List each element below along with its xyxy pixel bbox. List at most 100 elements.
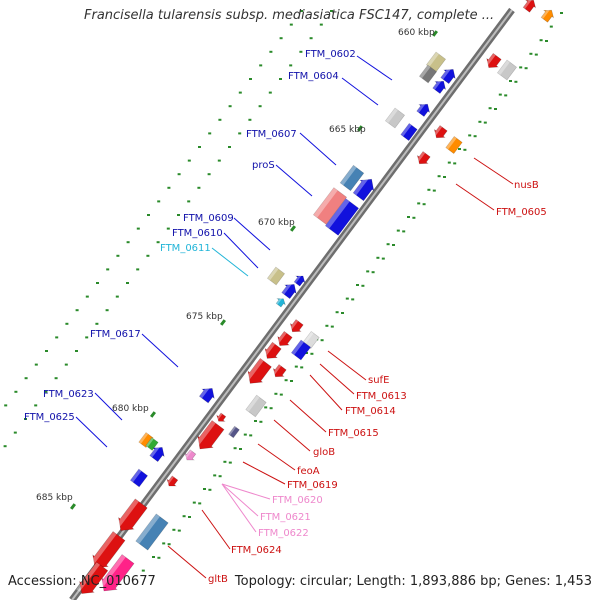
gene-block: [198, 385, 215, 404]
gene-label-gltb[interactable]: gltB: [208, 574, 228, 585]
tick-dot: [514, 80, 518, 83]
gene-block-shape: [277, 330, 293, 346]
label-leader-line: [473, 157, 514, 185]
tick-dot: [309, 37, 313, 40]
gene-block-shape: [197, 420, 225, 450]
gene-block-shine: [440, 66, 452, 80]
tick-dot: [386, 243, 390, 246]
gene-label-ftm-0607[interactable]: FTM_0607: [246, 129, 297, 140]
gene-label-sufe[interactable]: sufE: [368, 375, 389, 386]
gene-block-shape: [216, 412, 227, 422]
tick-dot: [187, 200, 191, 203]
gene-block-shine: [145, 437, 154, 448]
gene-label-pros[interactable]: proS: [252, 160, 275, 171]
gene-block-shape: [312, 187, 348, 225]
tick-dot: [310, 352, 314, 355]
gene-label-feoa[interactable]: feoA: [297, 466, 320, 477]
gene-label-ftm-0609[interactable]: FTM_0609: [183, 213, 234, 224]
gene-block: [288, 319, 304, 333]
gene-label-ftm-0622[interactable]: FTM_0622: [258, 528, 309, 539]
tick-dot: [371, 271, 375, 274]
tick-dot: [208, 488, 212, 491]
tick-dot: [34, 404, 38, 407]
gene-block-shine: [294, 273, 302, 284]
gene-label-glob[interactable]: gloB: [313, 447, 335, 458]
tick-dot: [376, 256, 380, 259]
gene-label-ftm-0602[interactable]: FTM_0602: [305, 49, 356, 60]
tick-dot: [545, 40, 548, 42]
tick-dot: [177, 214, 180, 216]
gene-block: [432, 78, 447, 94]
tick-dot: [54, 377, 58, 380]
label-leader-line: [221, 483, 259, 517]
gene-label-ftm-0624[interactable]: FTM_0624: [231, 545, 282, 556]
tick-dot: [504, 94, 508, 97]
gene-label-ftm-0605[interactable]: FTM_0605: [496, 207, 547, 218]
tick-dot: [407, 216, 410, 218]
backbone-highlight: [71, 9, 513, 600]
tick-dot: [157, 200, 161, 203]
kbp-labels-layer: 660 kbp 665 kbp 670 kbp 675 kbp 680 kbp …: [36, 28, 435, 503]
gene-block-shape: [324, 198, 360, 236]
gene-label-ftm-0623[interactable]: FTM_0623: [43, 389, 94, 400]
label-leader-line: [94, 392, 123, 421]
tick-dot: [197, 186, 201, 189]
gene-label-ftm-0625[interactable]: FTM_0625: [24, 412, 75, 423]
tick-dot: [305, 352, 308, 354]
tick-dot: [483, 121, 487, 124]
gene-block-shine: [432, 125, 443, 137]
tick-dot: [136, 227, 140, 230]
gene-block-shine: [216, 413, 223, 421]
gene-block: [166, 475, 179, 487]
gene-block: [149, 444, 165, 463]
tick-dot: [473, 135, 477, 138]
tick-dot: [192, 501, 196, 504]
tick-dot: [509, 80, 512, 82]
gene-label-ftm-0615[interactable]: FTM_0615: [328, 428, 379, 439]
gene-label-ftm-0610[interactable]: FTM_0610: [172, 228, 223, 239]
tick-dot: [412, 216, 416, 219]
tick-dot: [478, 120, 482, 123]
tick-dot: [217, 159, 221, 162]
kbp-tick: [357, 125, 364, 132]
gene-block-shape: [352, 178, 375, 202]
tick-dot: [55, 336, 59, 339]
tick-dot: [115, 295, 119, 298]
tick-dot: [187, 159, 191, 162]
tick-dot: [345, 297, 349, 300]
tick-dot: [432, 189, 436, 192]
gene-block-shape: [289, 319, 304, 333]
gene-label-ftm-0620[interactable]: FTM_0620: [272, 495, 323, 506]
kbp-tick: [219, 319, 227, 326]
gene-label-ftm-0604[interactable]: FTM_0604: [288, 71, 339, 82]
gene-label-ftm-0619[interactable]: FTM_0619: [287, 480, 338, 491]
gene-label-ftm-0617[interactable]: FTM_0617: [90, 329, 141, 340]
gene-block: [384, 107, 406, 129]
gene-block-shine: [276, 297, 283, 305]
tick-dot: [447, 161, 451, 164]
gene-block-shape: [118, 498, 148, 531]
tick-dots-layer: [3, 10, 563, 572]
label-leader-line: [455, 183, 495, 211]
gene-block-shine: [199, 385, 211, 399]
gene-block-shape: [432, 80, 447, 94]
label-leader-line: [309, 374, 343, 411]
tick-dot: [96, 282, 99, 284]
gene-block-shape: [496, 59, 518, 81]
gene-block: [216, 412, 227, 422]
tick-dot: [437, 175, 441, 178]
tick-dot: [105, 309, 109, 312]
gene-label-ftm-0614[interactable]: FTM_0614: [345, 406, 396, 417]
tick-dot: [156, 241, 160, 244]
gene-block: [415, 151, 431, 165]
gene-block: [275, 330, 293, 346]
gene-block-shine: [385, 108, 398, 123]
gene-label-ftm-0621[interactable]: FTM_0621: [260, 512, 311, 523]
gene-block: [266, 266, 286, 286]
tick-dot: [34, 363, 38, 366]
gene-label-ftm-0611[interactable]: FTM_0611: [160, 243, 211, 254]
gene-label-ftm-0613[interactable]: FTM_0613: [356, 391, 407, 402]
tick-dot: [95, 322, 99, 325]
tick-dot: [335, 311, 339, 314]
gene-label-nusb[interactable]: nusB: [514, 180, 539, 191]
